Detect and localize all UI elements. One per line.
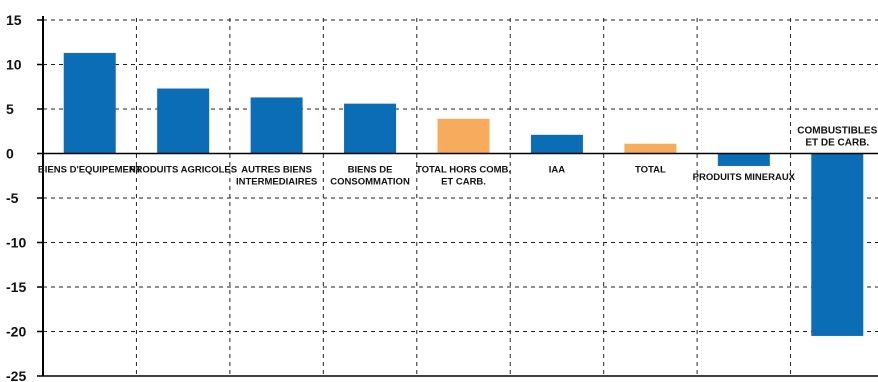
chart-grid	[43, 18, 878, 377]
chart-axes	[37, 16, 878, 377]
y-axis-tick-labels: 15 10 5 0 -5 -10 -15 -20 -25	[6, 12, 26, 382]
y-tick-label: 0	[6, 146, 14, 162]
y-tick-label: -5	[6, 190, 19, 206]
y-tick-label: 15	[6, 12, 22, 28]
y-tick-label: -20	[6, 324, 26, 340]
y-tick-label: -10	[6, 235, 26, 251]
category-label: BIENS DE CONSOMMATION	[330, 165, 410, 188]
chart-bars	[63, 52, 864, 336]
bar	[157, 88, 210, 154]
bar	[624, 143, 677, 154]
y-tick-label: 5	[6, 101, 14, 117]
bar	[344, 103, 397, 154]
category-label: TOTAL HORS COMB. ET CARB.	[416, 165, 511, 188]
bar	[811, 153, 864, 336]
category-label: PRODUITS AGRICOLES	[129, 165, 237, 176]
bar	[63, 52, 116, 154]
bar	[717, 153, 770, 166]
category-label: BIENS D'EQUIPEMENT	[38, 165, 142, 176]
bar	[437, 118, 490, 154]
category-label: PRODUITS MINERAUX	[693, 172, 796, 183]
y-tick-label: -15	[6, 279, 26, 295]
y-tick-label: 10	[6, 57, 22, 73]
category-label: COMBUSTIBLES ET DE CARB.	[797, 126, 877, 149]
bar	[250, 97, 303, 154]
y-tick-label: -25	[6, 368, 26, 382]
category-label: IAA	[549, 165, 566, 176]
category-label: AUTRES BIENS INTERMEDIAIRES	[236, 165, 317, 188]
bar	[530, 134, 583, 154]
category-label: TOTAL	[635, 165, 666, 176]
